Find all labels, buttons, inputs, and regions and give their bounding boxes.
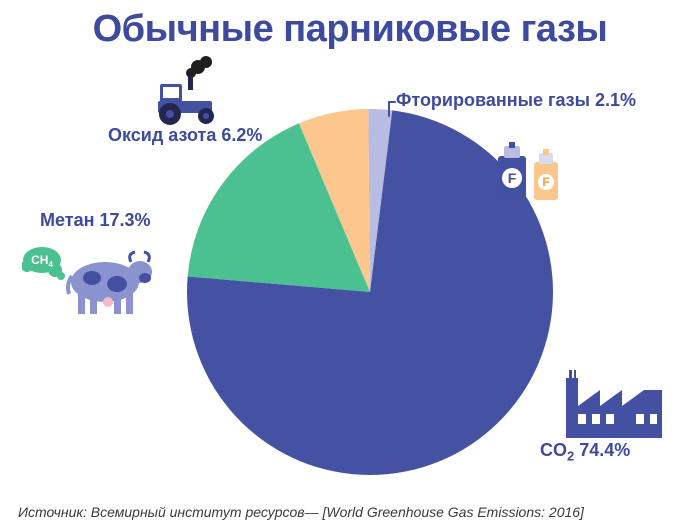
label-nitrous-oxide: Оксид азота 6.2%	[108, 125, 262, 146]
svg-text:F: F	[508, 170, 517, 186]
tractor-icon	[148, 54, 232, 126]
factory-icon	[566, 370, 662, 438]
svg-text:F: F	[542, 175, 549, 189]
spray-cans-icon: F F	[492, 140, 568, 204]
label-co2: CO2 74.4%	[540, 440, 630, 464]
label-fluorinated: Фторированные газы 2.1%	[396, 90, 636, 111]
callout-vertical	[388, 101, 390, 117]
title: Обычные парниковые газы	[0, 8, 700, 51]
label-methane: Метан 17.3%	[40, 210, 151, 231]
cow-icon: CH4	[22, 232, 152, 318]
callout-horizontal	[388, 101, 396, 103]
infographic-canvas: Обычные парниковые газы Фторированные га…	[0, 0, 700, 530]
source-caption: Источник: Всемирный институт ресурсов— […	[18, 504, 584, 520]
